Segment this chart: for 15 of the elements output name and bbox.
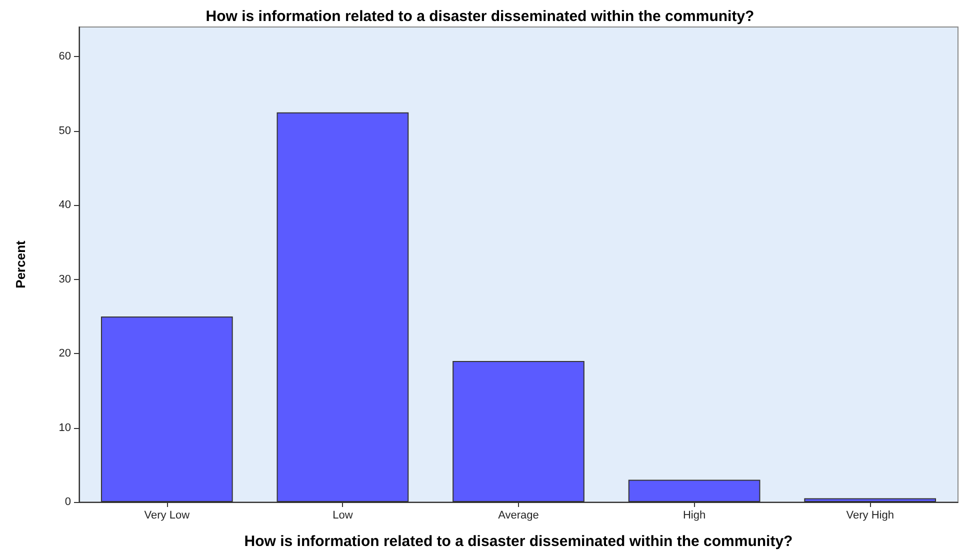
y-tick-label: 20 <box>58 348 71 360</box>
y-tick-label: 50 <box>58 124 71 137</box>
x-tick-label: Very High <box>846 510 894 522</box>
y-tick-label: 10 <box>58 422 71 434</box>
y-tick-label: 60 <box>58 50 71 63</box>
y-tick-label: 0 <box>64 496 71 508</box>
chart-title: How is information related to a disaster disseminated within the community? <box>206 8 754 25</box>
x-tick-label: High <box>682 510 706 522</box>
x-tick-label: Low <box>332 510 353 522</box>
y-axis-title: Percent <box>13 240 28 288</box>
x-axis-title: How is information related to a disaster disseminated within the community? <box>244 533 793 550</box>
x-tick-label: Very Low <box>144 510 190 522</box>
y-tick-label: 30 <box>58 273 71 286</box>
x-tick-label: Average <box>498 510 539 522</box>
y-tick-label: 40 <box>58 199 71 212</box>
